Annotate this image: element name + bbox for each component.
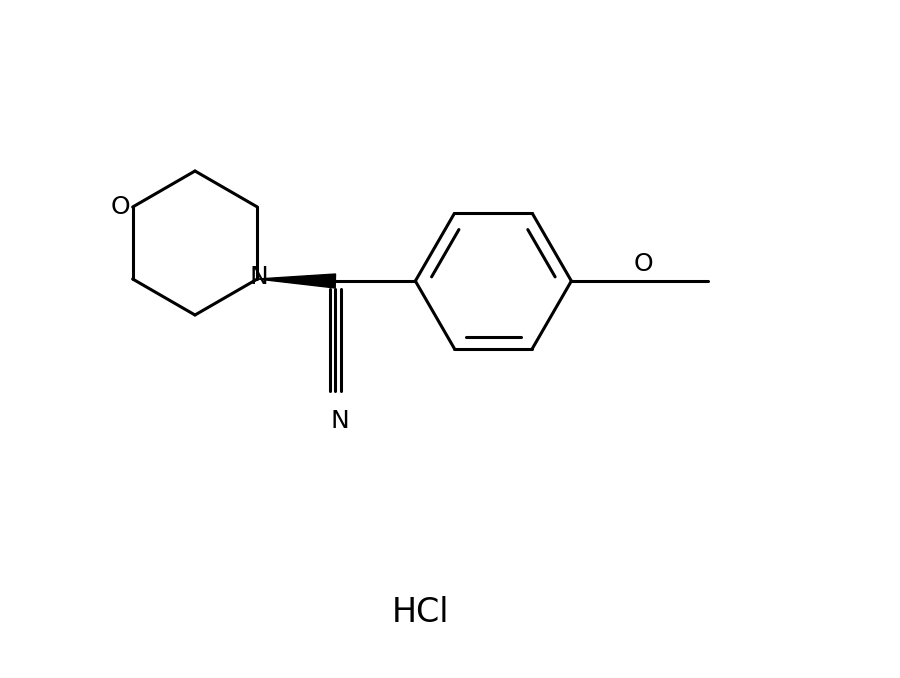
Polygon shape [257, 274, 336, 288]
Text: O: O [634, 252, 653, 276]
Text: HCl: HCl [392, 597, 449, 629]
Text: O: O [111, 195, 130, 219]
Text: N: N [250, 265, 269, 289]
Text: N: N [331, 409, 350, 433]
